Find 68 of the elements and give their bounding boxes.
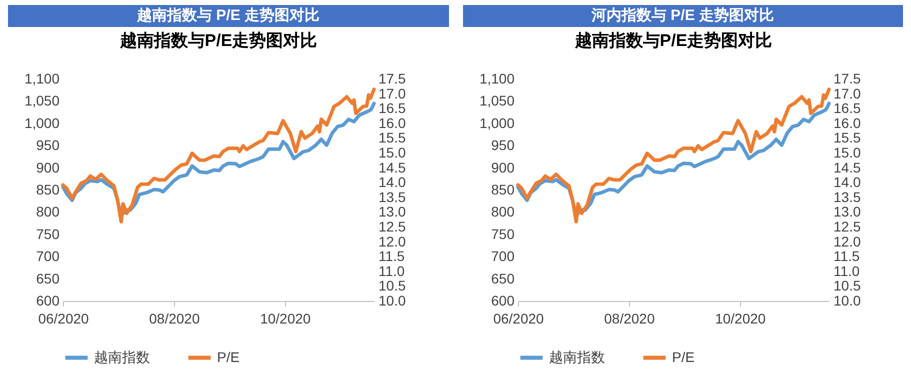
y2-tick-label: 13.5	[833, 188, 860, 205]
y-tick-label: 700	[490, 248, 514, 264]
y2-tick-label: 12.0	[833, 233, 860, 250]
y-tick-label: 1,100	[24, 70, 60, 86]
y2-tick-label: 12.5	[833, 218, 860, 234]
y-tick-label: 600	[490, 292, 514, 308]
x-tick-label: 10/2020	[260, 310, 311, 326]
x-tick-label: 06/2020	[38, 310, 90, 326]
y2-tick-label: 11.5	[833, 248, 860, 264]
y-tick-label: 1,100	[478, 70, 514, 86]
y2-tick-label: 12.5	[378, 218, 406, 234]
y2-tick-label: 16.5	[833, 100, 860, 116]
y-tick-label: 800	[490, 204, 514, 220]
y2-tick-label: 16.0	[833, 114, 860, 131]
y-tick-label: 950	[490, 137, 514, 154]
y2-tick-label: 13.0	[378, 204, 406, 220]
y2-tick-label: 10.0	[378, 292, 406, 308]
y2-tick-label: 11.5	[378, 248, 405, 264]
y2-tick-label: 14.5	[378, 159, 406, 176]
y2-tick-label: 11.0	[378, 262, 405, 279]
y2-tick-label: 17.0	[378, 85, 406, 102]
y2-tick-label: 10.5	[378, 278, 406, 294]
y-tick-label: 900	[490, 159, 514, 176]
y2-tick-label: 17.5	[833, 70, 860, 86]
x-tick-label: 08/2020	[149, 310, 200, 326]
chart-title: 河内指数与 P/E 走势图对比	[462, 5, 903, 27]
x-tick-label: 08/2020	[604, 310, 654, 326]
legend-label: 越南指数	[548, 348, 604, 365]
y2-tick-label: 17.5	[378, 70, 406, 86]
y2-tick-label: 14.0	[378, 174, 406, 190]
y-tick-label: 700	[36, 248, 60, 264]
x-tick-label: 10/2020	[714, 310, 766, 326]
y-tick-label: 750	[490, 226, 514, 242]
y-tick-label: 800	[36, 204, 60, 220]
y-tick-label: 650	[490, 270, 514, 286]
y2-tick-label: 17.0	[833, 85, 860, 102]
chart-title: 越南指数与 P/E 走势图对比	[8, 5, 448, 27]
y2-tick-label: 15.5	[378, 130, 406, 146]
y2-tick-label: 16.0	[378, 114, 406, 131]
chart-subtitle: 越南指数与P/E走势图对比	[118, 31, 318, 50]
y2-tick-label: 10.5	[833, 278, 860, 294]
y2-tick-label: 13.5	[378, 188, 406, 205]
x-tick-label: 06/2020	[492, 310, 544, 326]
y2-tick-label: 14.0	[833, 174, 860, 190]
legend-label: 越南指数	[94, 348, 150, 365]
y-tick-label: 1,050	[478, 92, 514, 109]
y2-tick-label: 15.5	[833, 130, 860, 146]
y-tick-label: 750	[36, 226, 60, 242]
legend-label: P/E	[217, 348, 240, 365]
y2-tick-label: 13.0	[833, 204, 860, 220]
y-tick-label: 600	[36, 292, 60, 308]
y-tick-label: 950	[36, 137, 60, 154]
y2-tick-label: 10.0	[833, 292, 860, 308]
y2-tick-label: 15.0	[833, 144, 860, 160]
y-tick-label: 1,000	[24, 114, 60, 131]
y2-tick-label: 12.0	[378, 233, 406, 250]
y-tick-label: 1,050	[24, 92, 60, 109]
y2-tick-label: 14.5	[833, 159, 860, 176]
y2-tick-label: 11.0	[833, 262, 860, 279]
y2-tick-label: 16.5	[378, 100, 406, 116]
y-tick-label: 900	[36, 159, 60, 176]
y-tick-label: 850	[490, 182, 514, 198]
y-tick-label: 850	[36, 182, 60, 198]
y2-tick-label: 15.0	[378, 144, 406, 160]
y-tick-label: 650	[36, 270, 60, 286]
chart-subtitle: 越南指数与P/E走势图对比	[573, 31, 772, 50]
y-tick-label: 1,000	[478, 114, 514, 131]
legend-label: P/E	[672, 348, 694, 365]
